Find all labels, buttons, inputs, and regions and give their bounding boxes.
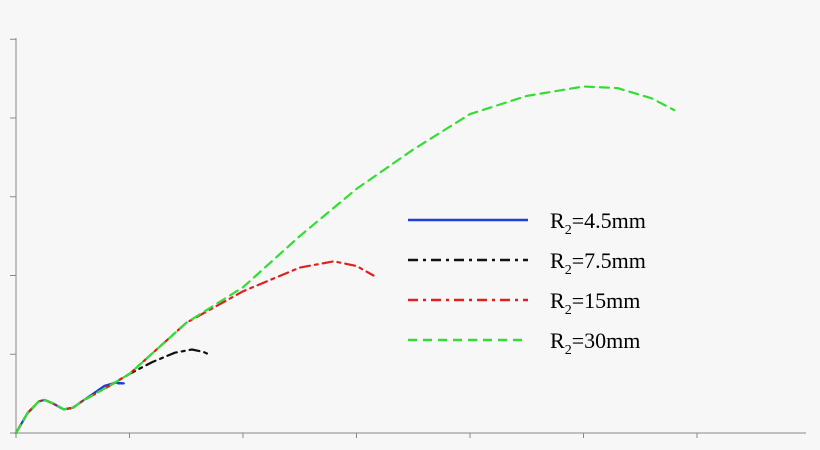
legend-label-3: R2=15mm xyxy=(550,288,640,318)
legend-label-1: R2=4.5mm xyxy=(550,208,646,238)
series-line-3 xyxy=(14,260,375,435)
legend: R2=4.5mm R2=7.5mm R2=15mm R2=30mm xyxy=(408,208,646,358)
series-lines xyxy=(14,85,676,435)
series-line-4 xyxy=(14,85,676,435)
series-line-2 xyxy=(14,348,210,435)
legend-label-2: R2=7.5mm xyxy=(550,248,646,278)
legend-label-4: R2=30mm xyxy=(550,328,640,358)
axes xyxy=(10,38,806,438)
